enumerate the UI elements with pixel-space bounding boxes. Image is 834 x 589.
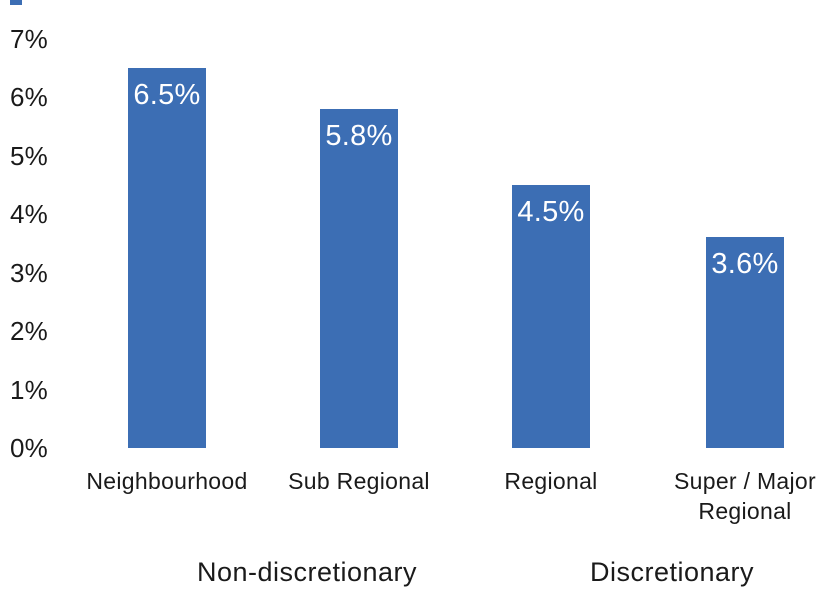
y-axis-tick-label-0: 0% xyxy=(10,433,48,463)
y-axis-tick-label-3: 3% xyxy=(10,257,48,288)
bar-regional: 4.5% xyxy=(512,184,590,448)
category-label-super-major-regional: Super / Major Regional xyxy=(674,468,816,524)
category-label-neighbourhood: Neighbourhood xyxy=(86,468,248,494)
bar-value-label: 4.5% xyxy=(517,195,585,228)
bar-sub-regional: 5.8% xyxy=(320,108,398,448)
bar-value-label: 6.5% xyxy=(133,78,201,111)
y-axis-tick-label-5: 5% xyxy=(10,140,48,171)
y-axis-tick-label-6: 6% xyxy=(10,82,48,112)
corner-artifact-mark xyxy=(10,0,22,5)
y-axis-tick-label-4: 4% xyxy=(10,199,48,229)
bar-value-label: 5.8% xyxy=(325,119,393,152)
bar-super-major-regional: 3.6% xyxy=(706,237,784,448)
y-axis-tick-label-1: 1% xyxy=(10,374,48,405)
bar-value-label: 3.6% xyxy=(711,248,779,281)
group-label-non-discretionary: Non-discretionary xyxy=(196,557,418,587)
y-axis-tick-label-7: 7% xyxy=(10,23,48,54)
category-label-regional: Regional xyxy=(504,468,598,494)
group-label-discretionary: Discretionary xyxy=(589,557,755,587)
y-axis-tick-label-2: 2% xyxy=(10,316,48,346)
category-label-sub-regional: Sub Regional xyxy=(288,468,430,494)
bar-neighbourhood: 6.5% xyxy=(128,67,206,448)
